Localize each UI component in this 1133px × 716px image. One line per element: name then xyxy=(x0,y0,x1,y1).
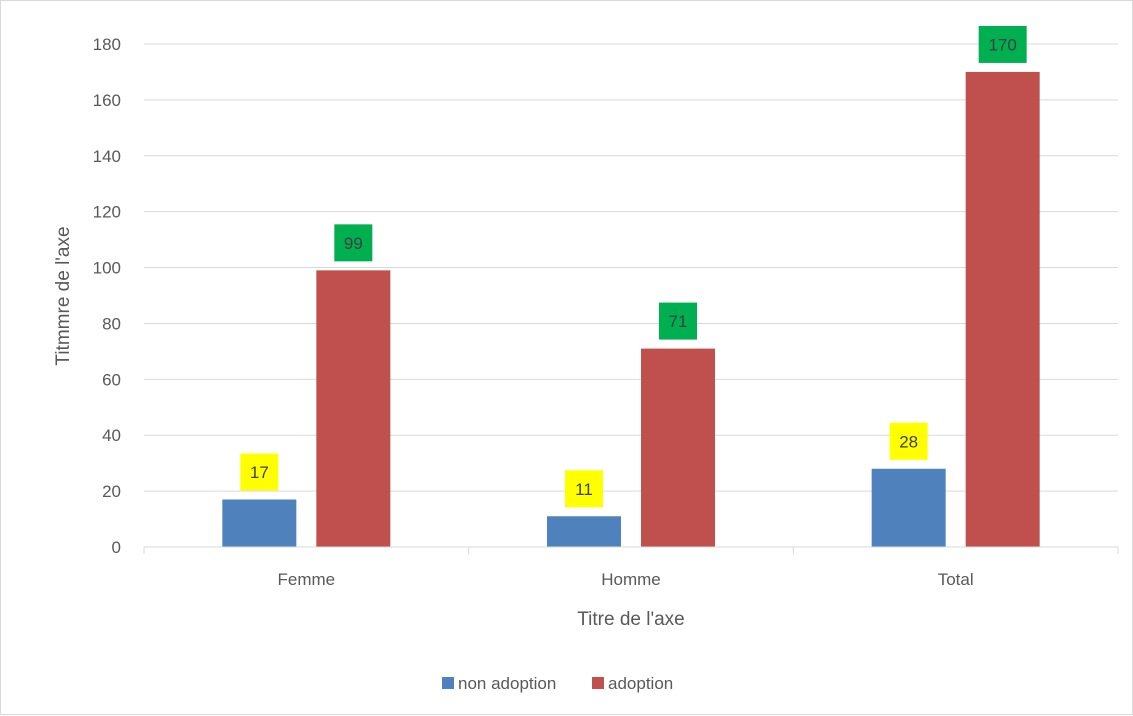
y-tick-label: 40 xyxy=(102,426,121,445)
legend-swatch xyxy=(442,677,454,689)
legend-label: adoption xyxy=(608,674,673,693)
gridlines xyxy=(144,43,1118,492)
data-labels: 17 99 11 71 28 170 xyxy=(240,25,1027,508)
data-label: 170 xyxy=(988,35,1016,54)
y-tick-label: 100 xyxy=(93,259,121,278)
bar-non-adoption-femme xyxy=(222,499,297,547)
legend-label: non adoption xyxy=(458,674,556,693)
data-label-background xyxy=(978,25,1027,63)
data-label: 71 xyxy=(669,312,688,331)
y-tick-label: 120 xyxy=(93,203,121,222)
bar-non-adoption-total xyxy=(871,468,946,547)
legend-swatch xyxy=(592,677,604,689)
bars xyxy=(222,71,1040,547)
data-label: 99 xyxy=(344,234,363,253)
x-tick-label: Femme xyxy=(278,570,336,589)
data-label-background xyxy=(889,422,928,460)
y-tick-labels: 0 20 40 60 80 100 120 140 160 180 xyxy=(93,35,121,557)
bar-adoption-femme xyxy=(316,270,391,547)
data-label: 11 xyxy=(575,480,593,499)
y-tick-label: 180 xyxy=(93,35,121,54)
data-label-background xyxy=(240,453,279,491)
y-axis-title: Titmmre de l'axe xyxy=(53,226,74,365)
y-tick-label: 80 xyxy=(102,314,121,333)
y-tick-label: 60 xyxy=(102,370,121,389)
bar-adoption-homme xyxy=(641,348,715,547)
y-tick-label: 20 xyxy=(102,482,121,501)
y-tick-label: 0 xyxy=(112,538,121,557)
bar-non-adoption-homme xyxy=(547,516,621,547)
x-tick-label: Homme xyxy=(601,570,661,589)
data-label-background xyxy=(334,224,373,262)
data-label-background xyxy=(659,302,697,340)
x-axis-title: Titre de l'axe xyxy=(577,609,684,630)
data-label-background xyxy=(565,470,603,508)
legend: non adoption adoption xyxy=(442,674,673,693)
bar-adoption-total xyxy=(965,71,1040,547)
data-label: 17 xyxy=(250,463,269,482)
x-tick-label: Total xyxy=(938,570,974,589)
x-tick-labels: Femme Homme Total xyxy=(143,547,1119,589)
data-label: 28 xyxy=(899,432,918,451)
y-tick-label: 160 xyxy=(93,91,121,110)
y-tick-label: 140 xyxy=(93,147,121,166)
